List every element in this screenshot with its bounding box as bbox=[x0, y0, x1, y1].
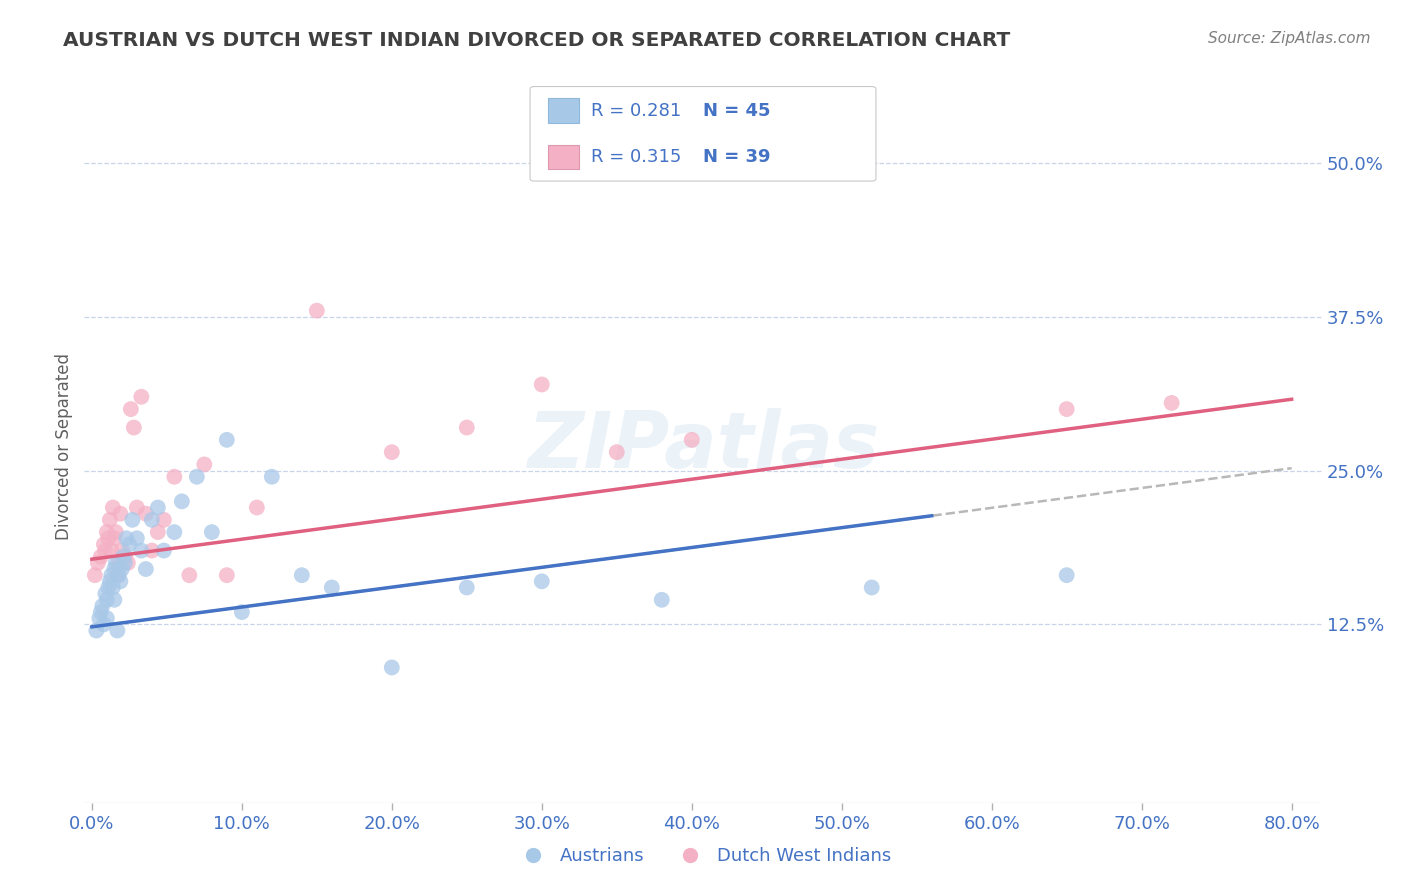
Point bbox=[141, 513, 163, 527]
Point bbox=[381, 660, 404, 674]
Point bbox=[100, 568, 122, 582]
Point bbox=[606, 445, 628, 459]
Point bbox=[98, 513, 121, 527]
Text: R = 0.315: R = 0.315 bbox=[591, 148, 681, 166]
Point bbox=[260, 469, 283, 483]
Point bbox=[179, 568, 201, 582]
Point bbox=[530, 377, 553, 392]
Point bbox=[104, 525, 127, 540]
Point bbox=[103, 531, 125, 545]
Text: AUSTRIAN VS DUTCH WEST INDIAN DIVORCED OR SEPARATED CORRELATION CHART: AUSTRIAN VS DUTCH WEST INDIAN DIVORCED O… bbox=[63, 31, 1011, 50]
Point bbox=[135, 562, 157, 576]
Point bbox=[108, 556, 131, 570]
Point bbox=[1056, 402, 1078, 417]
Point bbox=[86, 624, 108, 638]
Point bbox=[321, 581, 343, 595]
Point bbox=[108, 568, 131, 582]
Point bbox=[201, 525, 224, 540]
Point bbox=[170, 494, 193, 508]
Point bbox=[186, 469, 208, 483]
Point bbox=[105, 624, 128, 638]
Point bbox=[94, 543, 117, 558]
Point bbox=[291, 568, 314, 582]
Point bbox=[305, 303, 328, 318]
Point bbox=[131, 390, 153, 404]
Point bbox=[89, 611, 111, 625]
Point bbox=[381, 445, 404, 459]
Point bbox=[114, 549, 136, 564]
Point bbox=[111, 562, 134, 576]
Point bbox=[681, 433, 703, 447]
Point bbox=[141, 543, 163, 558]
Point bbox=[651, 592, 673, 607]
Point bbox=[93, 537, 115, 551]
Point bbox=[530, 574, 553, 589]
Point bbox=[110, 507, 132, 521]
Point bbox=[98, 574, 121, 589]
Point bbox=[215, 568, 238, 582]
Point bbox=[131, 543, 153, 558]
Point bbox=[135, 507, 157, 521]
Point bbox=[96, 611, 118, 625]
Point bbox=[112, 549, 135, 564]
Point bbox=[83, 568, 105, 582]
Point bbox=[246, 500, 269, 515]
Point bbox=[193, 458, 215, 472]
Point bbox=[105, 568, 128, 582]
Point bbox=[215, 433, 238, 447]
Point bbox=[456, 420, 478, 434]
Point bbox=[101, 581, 124, 595]
Point bbox=[146, 500, 169, 515]
Point bbox=[97, 531, 120, 545]
Point bbox=[118, 537, 141, 551]
Point bbox=[122, 420, 145, 434]
Point bbox=[153, 543, 176, 558]
Point bbox=[125, 531, 148, 545]
Point bbox=[121, 513, 143, 527]
Point bbox=[456, 581, 478, 595]
Point bbox=[100, 543, 122, 558]
Point bbox=[104, 556, 127, 570]
Point bbox=[114, 556, 136, 570]
Text: Source: ZipAtlas.com: Source: ZipAtlas.com bbox=[1208, 31, 1371, 46]
Point bbox=[97, 581, 120, 595]
Point bbox=[146, 525, 169, 540]
Point bbox=[90, 605, 112, 619]
Legend: Austrians, Dutch West Indians: Austrians, Dutch West Indians bbox=[508, 840, 898, 872]
Point bbox=[103, 592, 125, 607]
Point bbox=[96, 592, 118, 607]
Point bbox=[120, 402, 142, 417]
Point bbox=[96, 525, 118, 540]
Point bbox=[231, 605, 253, 619]
Text: N = 45: N = 45 bbox=[703, 102, 770, 120]
Point bbox=[1160, 396, 1182, 410]
Point bbox=[90, 549, 112, 564]
Text: ZIPatlas: ZIPatlas bbox=[527, 408, 879, 484]
Point bbox=[1056, 568, 1078, 582]
Point bbox=[153, 513, 176, 527]
Point bbox=[163, 469, 186, 483]
Point bbox=[860, 581, 883, 595]
Point bbox=[103, 562, 125, 576]
Y-axis label: Divorced or Separated: Divorced or Separated bbox=[55, 352, 73, 540]
Point bbox=[87, 556, 110, 570]
Point bbox=[117, 556, 139, 570]
Point bbox=[115, 531, 138, 545]
Point bbox=[111, 543, 134, 558]
Point bbox=[94, 587, 117, 601]
Point bbox=[163, 525, 186, 540]
Point bbox=[91, 599, 114, 613]
Point bbox=[101, 500, 124, 515]
Point bbox=[93, 617, 115, 632]
Text: R = 0.281: R = 0.281 bbox=[591, 102, 681, 120]
Point bbox=[125, 500, 148, 515]
Text: N = 39: N = 39 bbox=[703, 148, 770, 166]
Point bbox=[110, 574, 132, 589]
